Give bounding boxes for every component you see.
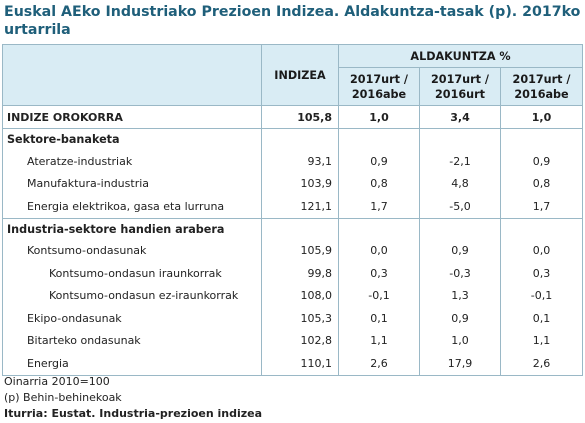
table-row: Kontsumo-ondasun ez-iraunkorrak 108,0 -0… [2,284,584,307]
table-row: Ekipo-ondasunak 105,3 0,1 0,9 0,1 [2,307,584,330]
provisional-note: (p) Behin-behinekoak [4,391,122,404]
price-index-table: INDIZEA ALDAKUNTZA % 2017urt /2016abe 20… [2,44,584,376]
header-blank [2,44,262,106]
table-title: Euskal AEko Industriako Prezioen Indizea… [4,4,581,38]
table-row-total: INDIZE OROKORRA 105,8 1,0 3,4 1,0 [2,105,584,129]
header-col-3: 2017urt /2016abe [500,67,584,106]
section-row: Industria-sektore handien arabera [2,218,584,240]
table-row: Manufaktura-industria 103,9 0,8 4,8 0,8 [2,172,584,195]
source-note: Iturria: Eustat. Industria-prezioen indi… [4,407,263,420]
table-row: Bitarteko ondasunak 102,8 1,1 1,0 1,1 [2,329,584,352]
table-row: Energia elektrikoa, gasa eta lurruna 121… [2,195,584,219]
header-aldakuntza: ALDAKUNTZA % [338,44,584,68]
base-note: Oinarria 2010=100 [4,375,110,388]
table-notes: Oinarria 2010=100 (p) Behin-behinekoak I… [4,374,262,422]
header-col-1: 2017urt /2016abe [338,67,420,106]
table-row: Kontsumo-ondasun iraunkorrak 99,8 0,3 -0… [2,262,584,285]
table-row: Energia 110,1 2,6 17,9 2,6 [2,352,584,376]
header-col-2: 2017urt /2016urt [419,67,501,106]
header-indizea: INDIZEA [261,44,339,106]
section-row: Sektore-banaketa [2,128,584,150]
table-row: Ateratze-industriak 93,1 0,9 -2,1 0,9 [2,150,584,173]
table-row: Kontsumo-ondasunak 105,9 0,0 0,9 0,0 [2,239,584,262]
